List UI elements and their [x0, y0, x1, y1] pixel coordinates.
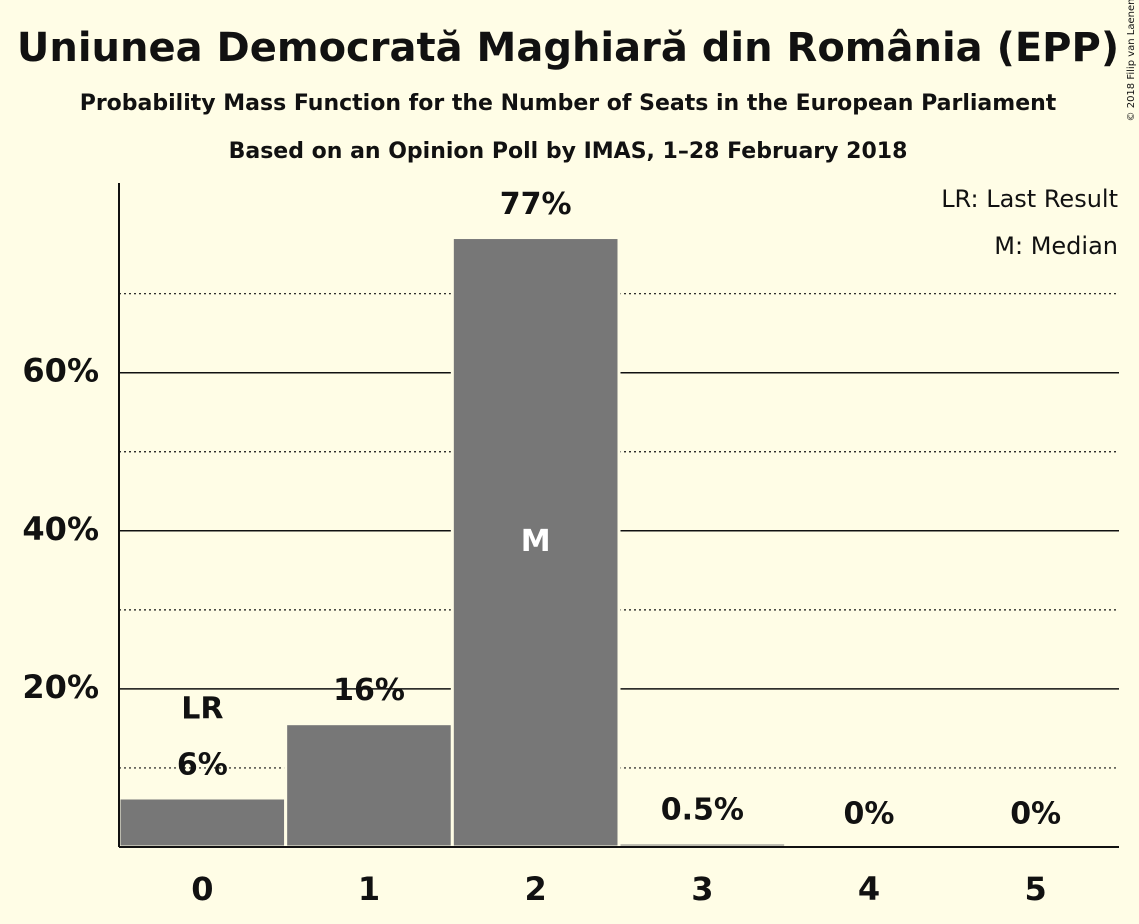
x-tick-label: 0: [191, 870, 213, 908]
value-label: 0.5%: [661, 793, 744, 828]
copyright: © 2018 Filip van Laenen: [1126, 0, 1137, 121]
bar-label: M: [521, 524, 551, 559]
value-label: 0%: [844, 797, 895, 832]
value-label: 16%: [333, 673, 405, 708]
legend-entry: LR: Last Result: [941, 185, 1118, 213]
bar: [284, 722, 454, 849]
chart-title: Uniunea Democrată Maghiară din România (…: [17, 25, 1119, 71]
bar-label: LR: [181, 691, 223, 726]
chart-subtitle: Probability Mass Function for the Number…: [80, 91, 1057, 116]
y-tick-label: 20%: [22, 668, 99, 706]
chart-subtitle: Based on an Opinion Poll by IMAS, 1–28 F…: [229, 139, 908, 164]
bar: [117, 796, 288, 849]
legend-entry: M: Median: [994, 232, 1118, 260]
x-tick-label: 5: [1025, 870, 1047, 908]
value-label: 77%: [500, 187, 572, 222]
value-label: 0%: [1010, 797, 1061, 832]
x-tick-label: 3: [691, 870, 713, 908]
x-tick-label: 1: [358, 870, 380, 908]
x-tick-label: 2: [525, 870, 547, 908]
y-tick-label: 60%: [22, 352, 99, 390]
y-tick-label: 40%: [22, 510, 99, 548]
value-label: 6%: [177, 747, 228, 782]
x-tick-label: 4: [858, 870, 880, 908]
bar: [450, 236, 621, 849]
